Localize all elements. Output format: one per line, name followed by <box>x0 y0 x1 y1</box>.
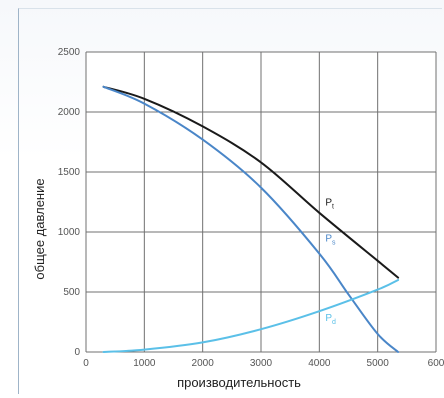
x-tick-label: 0 <box>83 358 89 369</box>
grid-layer <box>85 51 437 353</box>
y-tick-label: 1500 <box>58 167 81 178</box>
series-label-ps: Ps <box>325 234 336 247</box>
x-tick-label: 5000 <box>367 358 390 369</box>
y-tick-label: 1000 <box>58 227 81 238</box>
x-tick-label: 3000 <box>250 358 273 369</box>
x-tick-label: 600 <box>428 358 444 369</box>
chart-frame <box>18 8 442 394</box>
y-tick-label: 2000 <box>58 107 81 118</box>
label-layer: Pt Ps Pd <box>325 198 336 326</box>
x-tick-label: 4000 <box>308 358 331 369</box>
series-layer <box>102 85 400 353</box>
series-label-pt: Pt <box>325 198 334 211</box>
y-tick-label: 0 <box>74 347 80 358</box>
series-line-pt <box>102 85 400 279</box>
series-label-pd: Pd <box>325 313 336 326</box>
y-tick-label: 2500 <box>58 47 81 58</box>
series-line-ps <box>102 85 400 353</box>
tick-layer: 0 1000 2000 3000 4000 5000 6000500100015002000… <box>58 47 444 369</box>
x-tick-label: 1000 <box>133 358 156 369</box>
y-tick-label: 500 <box>63 287 80 298</box>
series-line-pd <box>102 279 400 353</box>
y-axis-title: общее давление <box>32 178 47 279</box>
x-axis-title: производительность <box>177 375 301 390</box>
x-tick-label: 2000 <box>192 358 215 369</box>
